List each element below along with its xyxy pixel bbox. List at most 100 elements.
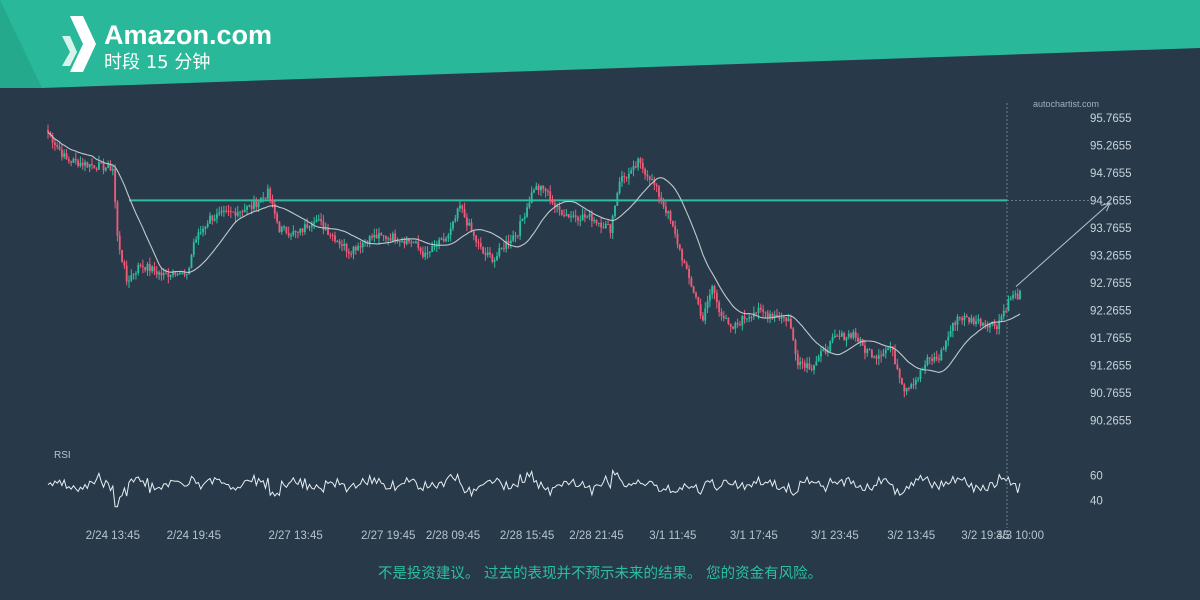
candle-body — [794, 340, 797, 355]
candle-body — [47, 129, 49, 133]
candle-body — [227, 210, 230, 212]
candle-body — [426, 252, 429, 254]
candle-body — [234, 211, 237, 216]
candle-body — [590, 213, 593, 222]
candle-body — [692, 286, 695, 293]
candle-body — [125, 265, 128, 282]
candle-body — [664, 206, 667, 214]
time-tick-label: 2/27 19:45 — [361, 530, 415, 542]
candle-body — [139, 264, 142, 266]
candle-body — [391, 233, 394, 241]
candle-body — [232, 211, 235, 213]
candle-body — [542, 185, 545, 189]
candle-body — [785, 317, 788, 322]
candle-body — [986, 324, 989, 328]
candle-body — [822, 349, 825, 352]
candle-body — [104, 167, 107, 171]
candle-body — [651, 179, 653, 181]
candle-body — [718, 302, 721, 313]
projection-arrow-head — [1101, 202, 1111, 212]
candle-body — [540, 185, 542, 191]
candle-body — [195, 239, 198, 243]
candle-body — [306, 224, 309, 228]
candle-body — [172, 272, 174, 276]
candle-body — [440, 238, 443, 240]
candle-body — [556, 206, 559, 208]
candle-body — [697, 297, 700, 305]
candle-body — [484, 253, 487, 256]
candle-body — [70, 161, 73, 163]
candle-body — [144, 266, 147, 271]
price-tick-label: 92.2655 — [1090, 305, 1132, 317]
candle-body — [213, 218, 216, 221]
candle-body — [197, 232, 200, 240]
candle-body — [102, 162, 105, 171]
candle-body — [405, 239, 408, 244]
time-tick-label: 3/2 19:45 — [961, 530, 1009, 542]
candle-body — [1007, 299, 1010, 311]
candle-body — [419, 247, 422, 252]
rsi-tick-label: 40 — [1090, 496, 1103, 508]
candle-body — [248, 205, 251, 207]
candle-body — [375, 234, 378, 239]
candle-body — [940, 350, 943, 361]
candle-body — [912, 384, 915, 386]
candle-body — [739, 324, 741, 326]
time-tick-label: 3/2 13:45 — [887, 530, 935, 542]
candle-body — [287, 232, 290, 236]
candle-body — [567, 214, 570, 218]
candle-body — [560, 209, 563, 216]
candle-body — [204, 226, 207, 229]
candle-body — [741, 316, 744, 326]
candle-body — [593, 219, 596, 222]
candle-body — [789, 318, 792, 329]
candle-body — [236, 212, 239, 216]
candle-body — [424, 252, 427, 257]
candle-body — [67, 159, 70, 162]
candle-body — [273, 204, 276, 214]
candle-body — [190, 254, 193, 268]
candle-body — [218, 212, 221, 214]
candle-body — [313, 221, 316, 224]
candle-body — [533, 189, 535, 193]
candle-body — [708, 294, 711, 301]
candle-body — [745, 318, 748, 320]
candle-body — [452, 221, 454, 229]
candle-body — [847, 333, 850, 337]
candle-body — [54, 142, 56, 146]
candle-body — [993, 322, 996, 327]
candle-body — [442, 238, 445, 242]
candle-body — [389, 238, 392, 241]
price-tick-label: 94.2655 — [1090, 195, 1132, 207]
candle-body — [135, 273, 137, 275]
candle-body — [107, 163, 110, 168]
candle-body — [97, 162, 100, 170]
candle-body — [246, 206, 248, 210]
watermark: autochartist.com — [1033, 99, 1099, 109]
candle-body — [84, 162, 86, 166]
candle-body — [334, 235, 336, 242]
candle-body — [968, 317, 971, 323]
candle-body — [621, 176, 623, 182]
candle-body — [500, 247, 503, 249]
candle-body — [570, 216, 572, 218]
candle-body — [303, 224, 306, 232]
candle-body — [276, 213, 279, 222]
candle-body — [551, 200, 554, 204]
candle-body — [477, 242, 480, 244]
candle-body — [924, 364, 927, 370]
candle-body — [431, 246, 434, 252]
candle-body — [905, 387, 908, 392]
candle-body — [715, 292, 718, 303]
candle-body — [470, 222, 473, 232]
candle-body — [699, 304, 702, 316]
time-tick-label: 2/24 13:45 — [86, 530, 140, 542]
candle-body — [910, 384, 913, 388]
candle-body — [516, 235, 519, 237]
time-tick-label: 2/28 15:45 — [500, 530, 554, 542]
candle-body — [706, 300, 709, 309]
time-tick-label: 3/1 11:45 — [649, 530, 696, 542]
candle-body — [202, 228, 204, 233]
candle-body — [954, 322, 957, 325]
